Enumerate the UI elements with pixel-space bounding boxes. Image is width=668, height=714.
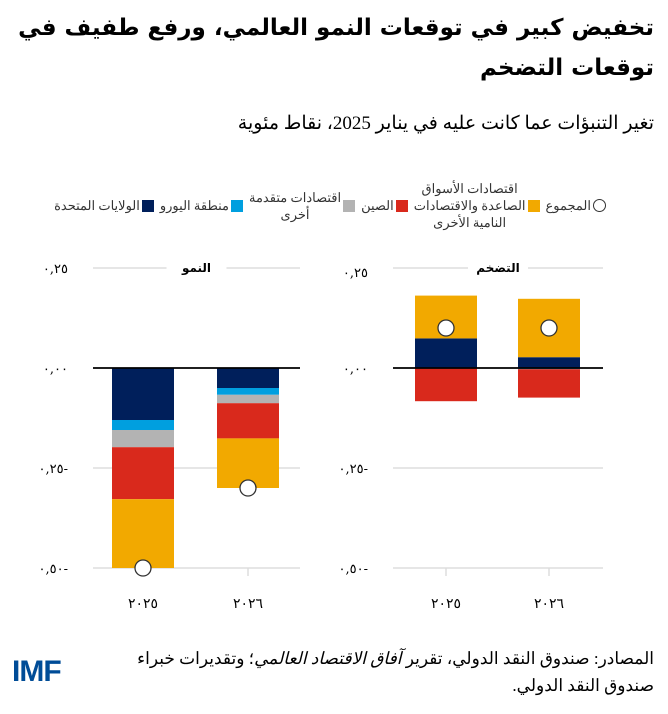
y-tick-label: ٠,٢٥- [339, 462, 369, 477]
y-tick-label: ٠,٠٠ [43, 362, 68, 377]
legend-item-china: الصين [361, 197, 408, 214]
legend-swatch [231, 199, 243, 212]
y-tick-label: ٠,٢٥ [43, 262, 68, 277]
legend-label: اقتصادات الأسواق الصاعدة والاقتصادات الن… [413, 181, 526, 230]
bar-segment-us [112, 368, 174, 420]
y-tick-label: ٠,٥٠- [39, 562, 69, 577]
x-tick-label: ٢٠٢٦ [233, 596, 263, 612]
imf-logo: IMF [12, 655, 62, 688]
y-tick-label: ٠,٢٥ [343, 266, 368, 281]
bar-segment-us [415, 338, 477, 368]
legend-circle-marker [593, 199, 606, 212]
legend-item-euro: منطقة اليورو [160, 197, 243, 214]
total-marker [437, 319, 455, 337]
legend-label: اقتصادات متقدمة أخرى [249, 189, 342, 222]
total-marker [134, 559, 152, 577]
source-report-title: آفاق الاقتصاد العالمي [254, 649, 402, 668]
bar-segment-china [217, 403, 279, 439]
bar-segment-other_adv [217, 394, 279, 404]
x-tick-label: ٢٠٢٦ [534, 596, 564, 612]
source-suffix: ؛ وتقديرات خبراء صندوق النقد الدولي. [137, 649, 654, 695]
panel-title: التضخم [476, 261, 519, 275]
legend-swatch [395, 199, 408, 212]
bar-segment-china [112, 447, 174, 500]
legend-label: الصين [361, 198, 394, 213]
x-tick-label: ٢٠٢٥ [128, 596, 158, 612]
total-marker [540, 319, 558, 337]
chart-title: تخفيض كبير في توقعات النمو العالمي، ورفع… [18, 15, 654, 81]
source-prefix: المصادر: صندوق النقد الدولي، تقرير [401, 649, 654, 668]
legend-item-emde: اقتصادات الأسواق الصاعدة والاقتصادات الن… [414, 180, 540, 231]
bar-segment-other_adv [112, 430, 174, 448]
y-tick-label: ٠,٥٠- [339, 562, 369, 577]
bar-segment-euro [217, 388, 279, 395]
bar-segment-china [415, 368, 477, 402]
panel-title: النمو [181, 261, 211, 276]
legend-swatch [343, 199, 356, 212]
bar-segment-us [217, 368, 279, 388]
legend-label: المجموع [545, 198, 591, 213]
legend: المجموع اقتصادات الأسواق الصاعدة والاقتصا… [46, 180, 606, 231]
x-tick-label: ٢٠٢٥ [431, 596, 461, 612]
bar-segment-emde [112, 499, 174, 568]
legend-label: منطقة اليورو [159, 198, 229, 213]
y-tick-label: ٠,٠٠ [343, 362, 368, 377]
legend-swatch [141, 199, 154, 212]
bar-segment-china [518, 369, 580, 398]
legend-label: الولايات المتحدة [54, 198, 140, 213]
legend-item-total: المجموع [546, 197, 606, 214]
legend-item-other_adv: اقتصادات متقدمة أخرى [249, 189, 356, 223]
source-note: المصادر: صندوق النقد الدولي، تقرير آفاق … [114, 645, 654, 699]
y-tick-label: ٠,٢٥- [39, 462, 69, 477]
bar-segment-us [518, 357, 580, 368]
bar-segment-euro [112, 420, 174, 430]
total-marker [239, 479, 257, 497]
legend-swatch [527, 199, 540, 212]
chart-subtitle: تغير التنبؤات عما كانت عليه في يناير 202… [237, 113, 654, 134]
legend-item-us: الولايات المتحدة [54, 197, 154, 214]
